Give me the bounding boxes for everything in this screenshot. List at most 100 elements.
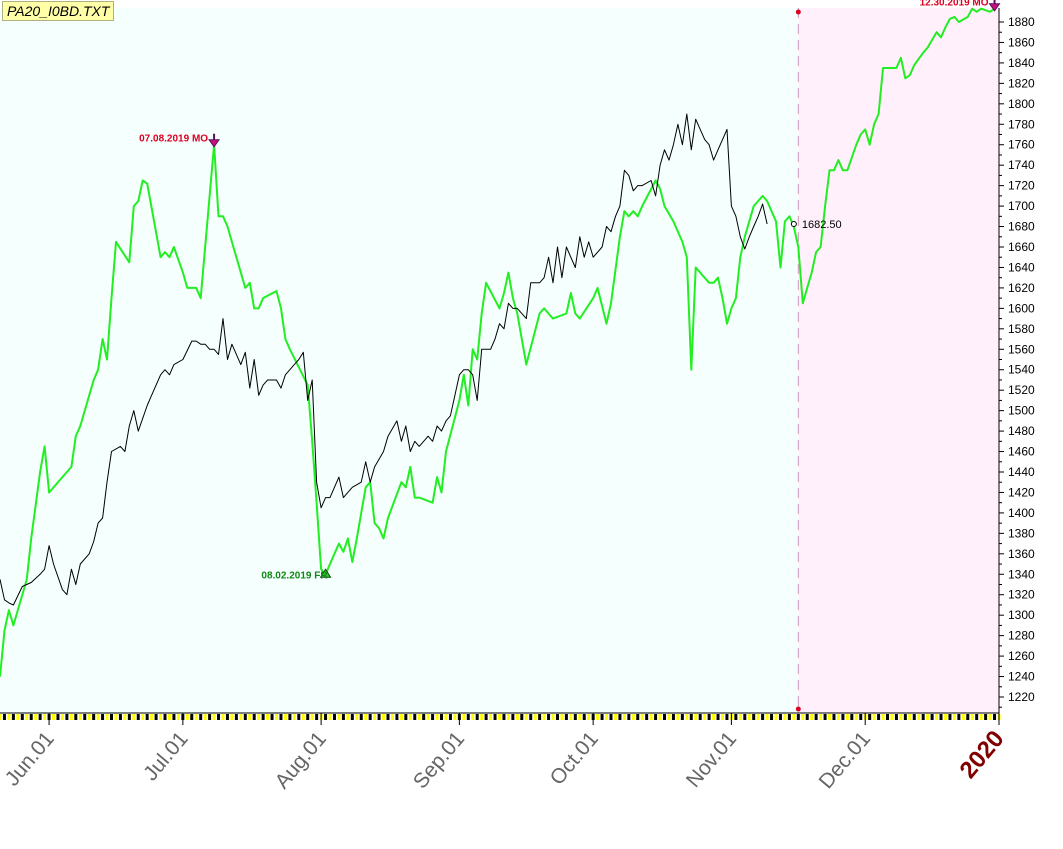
- y-tick-label: 1700: [1008, 199, 1035, 213]
- x-day-tick: [872, 714, 876, 720]
- y-tick-label: 1740: [1008, 158, 1035, 172]
- x-day-tick: [56, 714, 60, 720]
- x-day-tick: [74, 714, 78, 720]
- x-day-tick: [417, 714, 421, 720]
- y-tick-label: 1500: [1008, 404, 1035, 418]
- x-day-tick: [435, 714, 439, 720]
- x-day-tick: [489, 714, 493, 720]
- history-background: [0, 8, 799, 713]
- x-day-tick: [34, 714, 38, 720]
- x-day-tick: [609, 714, 613, 720]
- x-day-tick: [988, 714, 992, 720]
- last-price-marker: [790, 220, 797, 227]
- x-day-tick: [787, 714, 791, 720]
- y-tick-label: 1760: [1008, 138, 1035, 152]
- x-day-tick: [43, 714, 47, 720]
- x-day-tick: [132, 714, 136, 720]
- x-day-tick: [578, 714, 582, 720]
- x-day-tick: [453, 714, 457, 720]
- y-tick-label: 1460: [1008, 445, 1035, 459]
- x-day-tick: [564, 714, 568, 720]
- x-day-tick: [377, 714, 381, 720]
- y-tick-label: 1720: [1008, 179, 1035, 193]
- x-day-tick: [859, 714, 863, 720]
- x-day-tick: [948, 714, 952, 720]
- x-day-tick: [275, 714, 279, 720]
- x-day-tick: [328, 714, 332, 720]
- x-day-tick: [984, 714, 988, 720]
- x-day-tick: [636, 714, 640, 720]
- x-day-tick: [698, 714, 702, 720]
- x-day-tick: [118, 714, 122, 720]
- x-day-tick: [587, 714, 591, 720]
- x-day-tick: [109, 714, 113, 720]
- y-tick-label: 1440: [1008, 465, 1035, 479]
- y-tick-label: 1820: [1008, 76, 1035, 90]
- y-tick-label: 1300: [1008, 608, 1035, 622]
- x-day-tick: [368, 714, 372, 720]
- x-day-tick: [613, 714, 617, 720]
- x-day-tick: [270, 714, 274, 720]
- x-day-tick: [899, 714, 903, 720]
- x-day-tick: [694, 714, 698, 720]
- forecast-divider-bottom-dot: [795, 706, 801, 712]
- x-day-tick: [16, 714, 20, 720]
- x-day-tick: [426, 714, 430, 720]
- x-day-tick: [939, 714, 943, 720]
- x-day-tick: [770, 714, 774, 720]
- x-day-tick: [520, 714, 524, 720]
- x-day-tick: [484, 714, 488, 720]
- x-day-tick: [819, 714, 823, 720]
- x-day-tick: [524, 714, 528, 720]
- y-tick-label: 1520: [1008, 383, 1035, 397]
- x-day-tick: [364, 714, 368, 720]
- x-day-tick: [547, 714, 551, 720]
- x-day-tick: [230, 714, 234, 720]
- x-day-tick: [346, 714, 350, 720]
- x-day-tick: [199, 714, 203, 720]
- x-day-tick: [734, 714, 738, 720]
- x-day-tick: [600, 714, 604, 720]
- y-tick-label: 1580: [1008, 322, 1035, 336]
- x-day-tick: [221, 714, 225, 720]
- x-day-tick: [217, 714, 221, 720]
- x-day-tick: [627, 714, 631, 720]
- x-day-tick: [966, 714, 970, 720]
- x-day-tick: [355, 714, 359, 720]
- x-day-tick: [979, 714, 983, 720]
- x-day-tick: [413, 714, 417, 720]
- x-day-tick: [38, 714, 42, 720]
- x-day-tick: [881, 714, 885, 720]
- x-day-tick: [292, 714, 296, 720]
- y-tick-label: 1880: [1008, 15, 1035, 29]
- x-day-tick: [774, 714, 778, 720]
- x-day-tick: [359, 714, 363, 720]
- x-day-tick: [123, 714, 127, 720]
- y-tick-label: 1240: [1008, 670, 1035, 684]
- x-day-tick: [671, 714, 675, 720]
- x-day-tick: [408, 714, 412, 720]
- x-day-tick: [569, 714, 573, 720]
- y-tick-label: 1620: [1008, 281, 1035, 295]
- x-day-tick: [917, 714, 921, 720]
- x-day-tick: [29, 714, 33, 720]
- x-day-tick: [310, 714, 314, 720]
- x-day-tick: [970, 714, 974, 720]
- x-day-tick: [890, 714, 894, 720]
- x-day-tick: [689, 714, 693, 720]
- x-day-tick: [680, 714, 684, 720]
- x-day-tick: [0, 714, 2, 720]
- x-day-tick: [440, 714, 444, 720]
- x-tick-label: Dec.01: [815, 727, 875, 793]
- x-day-tick: [845, 714, 849, 720]
- y-tick-label: 1320: [1008, 588, 1035, 602]
- x-day-tick: [993, 714, 997, 720]
- x-day-tick: [712, 714, 716, 720]
- x-day-tick: [212, 714, 216, 720]
- x-day-tick: [957, 714, 961, 720]
- x-day-tick: [127, 714, 131, 720]
- x-day-tick: [404, 714, 408, 720]
- x-day-tick: [65, 714, 69, 720]
- x-day-tick: [877, 714, 881, 720]
- y-tick-label: 1400: [1008, 506, 1035, 520]
